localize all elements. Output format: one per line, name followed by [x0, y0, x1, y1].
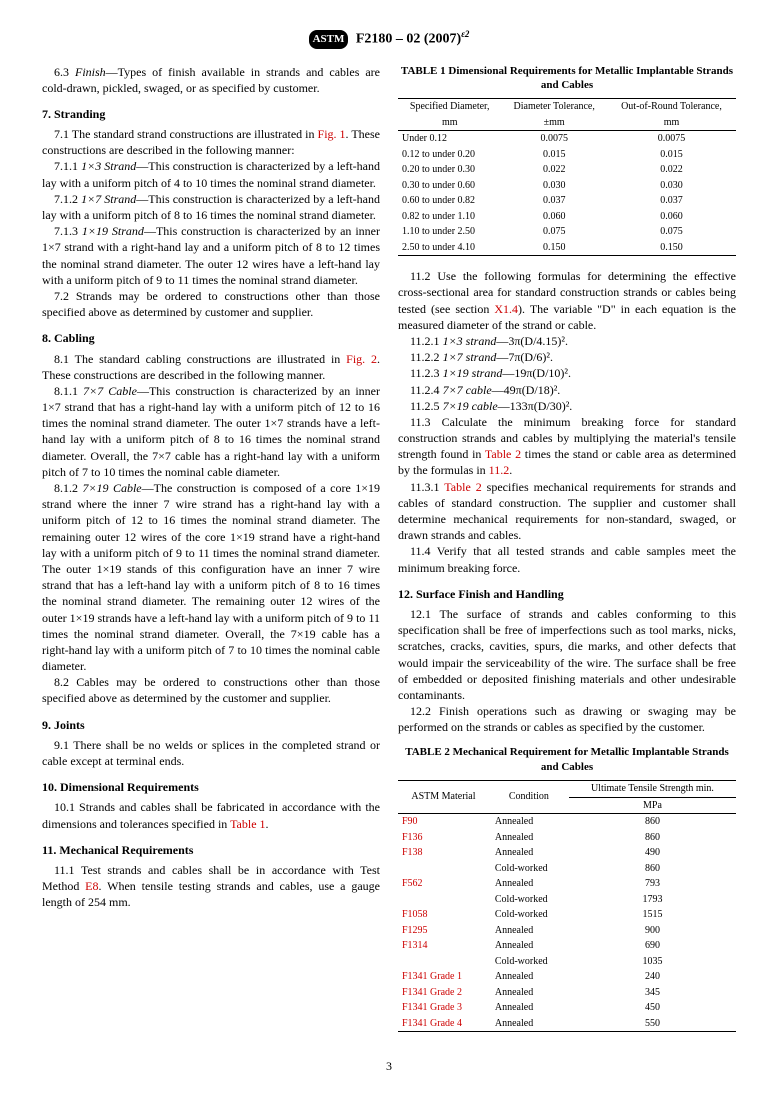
- table-row: 0.60 to under 0.820.0370.037: [398, 193, 736, 209]
- para-7-2: 7.2 Strands may be ordered to constructi…: [42, 288, 380, 320]
- table-row: F562Annealed793: [398, 876, 736, 892]
- table-row: Under 0.120.00750.0075: [398, 131, 736, 147]
- para-10-1: 10.1 Strands and cables shall be fabrica…: [42, 799, 380, 831]
- table1-title: TABLE 1 Dimensional Requirements for Met…: [398, 64, 736, 94]
- table-row: Cold-worked1035: [398, 954, 736, 970]
- table-row: F1295Annealed900: [398, 923, 736, 939]
- left-column: 6.3 Finish—Types of finish available in …: [42, 64, 380, 1045]
- table-row: F1341 Grade 3Annealed450: [398, 1000, 736, 1016]
- para-8-2: 8.2 Cables may be ordered to constructio…: [42, 674, 380, 706]
- table2-title: TABLE 2 Mechanical Requirement for Metal…: [398, 745, 736, 775]
- formula-11-2-3: 11.2.3 1×19 strand—19π(D/10)².: [398, 365, 736, 381]
- para-11-1: 11.1 Test strands and cables shall be in…: [42, 862, 380, 911]
- para-7-1-1: 7.1.1 1×3 Strand—This construction is ch…: [42, 158, 380, 190]
- ref-fig1[interactable]: Fig. 1: [318, 127, 346, 141]
- designation: F2180 – 02 (2007): [356, 32, 461, 47]
- ref-e8[interactable]: E8: [85, 879, 98, 893]
- table-row: 0.82 to under 1.100.0600.060: [398, 209, 736, 225]
- para-12-2: 12.2 Finish operations such as drawing o…: [398, 703, 736, 735]
- ref-11-2[interactable]: 11.2: [489, 463, 510, 477]
- para-8-1-1: 8.1.1 7×7 Cable—This construction is cha…: [42, 383, 380, 480]
- para-8-1-2: 8.1.2 7×19 Cable—The construction is com…: [42, 480, 380, 674]
- para-7-1: 7.1 The standard strand constructions ar…: [42, 126, 380, 158]
- table-row: F136Annealed860: [398, 830, 736, 846]
- table-row: 0.30 to under 0.600.0300.030: [398, 178, 736, 194]
- table-row: F1341 Grade 1Annealed240: [398, 969, 736, 985]
- para-7-1-2: 7.1.2 1×7 Strand—This construction is ch…: [42, 191, 380, 223]
- para-8-1: 8.1 The standard cabling constructions a…: [42, 351, 380, 383]
- section-9: 9. Joints: [42, 717, 380, 733]
- table-row: Cold-worked1793: [398, 892, 736, 908]
- astm-logo: ASTM: [309, 30, 349, 49]
- formula-11-2-2: 11.2.2 1×7 strand—7π(D/6)².: [398, 349, 736, 365]
- table-row: 1.10 to under 2.500.0750.075: [398, 224, 736, 240]
- ref-table2a[interactable]: Table 2: [485, 447, 521, 461]
- table-row: F1314Annealed690: [398, 938, 736, 954]
- section-7: 7. Stranding: [42, 106, 380, 122]
- right-column: TABLE 1 Dimensional Requirements for Met…: [398, 64, 736, 1045]
- page-number: 3: [42, 1058, 736, 1074]
- para-7-1-3: 7.1.3 1×19 Strand—This construction is c…: [42, 223, 380, 288]
- table-row: F1058Cold-worked1515: [398, 907, 736, 923]
- para-11-3: 11.3 Calculate the minimum breaking forc…: [398, 414, 736, 479]
- formula-11-2-4: 11.2.4 7×7 cable—49π(D/18)².: [398, 382, 736, 398]
- section-8: 8. Cabling: [42, 330, 380, 346]
- table-row: F90Annealed860: [398, 814, 736, 830]
- para-9-1: 9.1 There shall be no welds or splices i…: [42, 737, 380, 769]
- para-11-4: 11.4 Verify that all tested strands and …: [398, 543, 736, 575]
- table-2: ASTM Material Condition Ultimate Tensile…: [398, 780, 736, 1032]
- para-11-2: 11.2 Use the following formulas for dete…: [398, 268, 736, 333]
- formula-11-2-5: 11.2.5 7×19 cable—133π(D/30)².: [398, 398, 736, 414]
- table-row: 0.20 to under 0.300.0220.022: [398, 162, 736, 178]
- para-12-1: 12.1 The surface of strands and cables c…: [398, 606, 736, 703]
- formula-11-2-1: 11.2.1 1×3 strand—3π(D/4.15)².: [398, 333, 736, 349]
- ref-fig2[interactable]: Fig. 2: [346, 352, 377, 366]
- table-row: F1341 Grade 4Annealed550: [398, 1016, 736, 1032]
- section-11: 11. Mechanical Requirements: [42, 842, 380, 858]
- ref-table2b[interactable]: Table 2: [444, 480, 481, 494]
- epsilon-sup: ε2: [461, 29, 469, 39]
- para-11-3-1: 11.3.1 Table 2 specifies mechanical requ…: [398, 479, 736, 544]
- ref-table1[interactable]: Table 1: [230, 817, 265, 831]
- page-header: ASTM F2180 – 02 (2007)ε2: [42, 28, 736, 50]
- section-12: 12. Surface Finish and Handling: [398, 586, 736, 602]
- table-row: F138Annealed490: [398, 845, 736, 861]
- table-row: 0.12 to under 0.200.0150.015: [398, 147, 736, 163]
- two-column-layout: 6.3 Finish—Types of finish available in …: [42, 64, 736, 1045]
- table-row: 2.50 to under 4.100.1500.150: [398, 240, 736, 256]
- table-row: F1341 Grade 2Annealed345: [398, 985, 736, 1001]
- section-10: 10. Dimensional Requirements: [42, 779, 380, 795]
- ref-x14[interactable]: X1.4: [494, 302, 518, 316]
- table-row: Cold-worked860: [398, 861, 736, 877]
- table-1: Specified Diameter, Diameter Tolerance, …: [398, 98, 736, 256]
- para-6-3: 6.3 Finish—Types of finish available in …: [42, 64, 380, 96]
